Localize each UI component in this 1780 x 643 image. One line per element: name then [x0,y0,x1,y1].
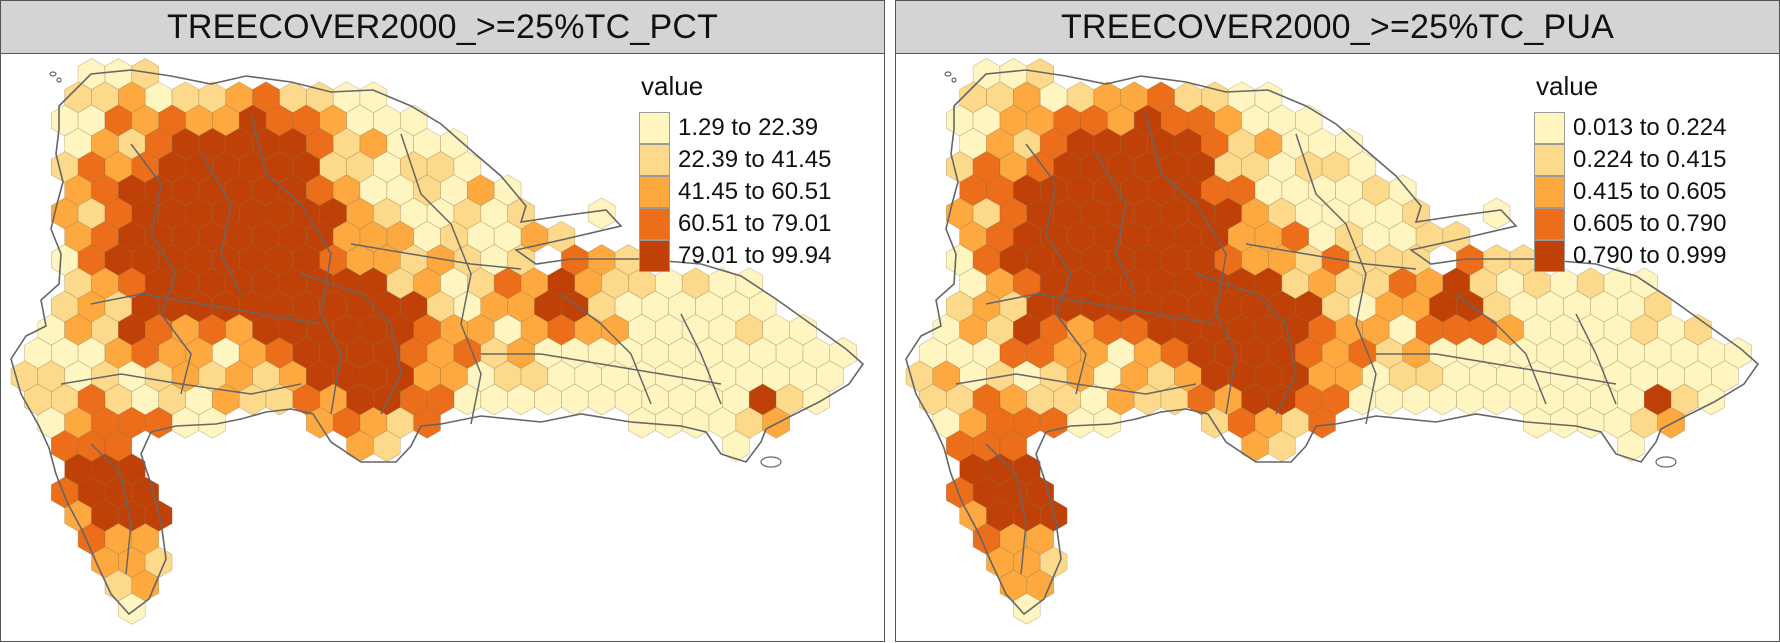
hex-cell [198,406,227,439]
legend-row: 41.45 to 60.51 [639,176,831,208]
legend-row: 0.790 to 0.999 [1534,240,1726,272]
legend-swatch [639,208,670,240]
islet [49,71,57,77]
province-boundary [60,373,302,395]
legend-label: 0.415 to 0.605 [1573,178,1727,205]
legend-row: 0.415 to 0.605 [1534,176,1726,208]
province-boundaries [10,69,865,616]
hex-cell [762,406,790,439]
hex-cell [413,406,441,439]
hex-cell [1093,406,1122,439]
legend-swatch [1534,112,1565,144]
legend-row: 0.224 to 0.415 [1534,144,1726,176]
legend-label: 0.013 to 0.224 [1573,114,1727,141]
province-boundary [1025,143,1087,395]
province-boundary [680,313,722,405]
province-boundary [1195,273,1297,415]
province-boundaries [905,69,1760,616]
legend-label: 0.790 to 0.999 [1573,242,1727,269]
legend-swatch [1534,176,1565,208]
province-boundary [985,443,1027,575]
province-boundary [1245,243,1417,270]
legend-swatch [639,176,670,208]
legend-label: 0.605 to 0.790 [1573,210,1727,237]
hex-cell [1482,197,1511,230]
province-boundary [300,273,402,415]
coastline [10,69,865,616]
legend-row: 60.51 to 79.01 [639,208,831,240]
province-boundary [200,153,242,295]
legend-title: value [1536,71,1599,101]
legend-row: 0.013 to 0.224 [1534,112,1726,144]
legend-row: 79.01 to 99.94 [639,240,831,272]
legend-swatch [1534,144,1565,176]
province-boundary [560,293,652,405]
province-boundary [1376,353,1617,385]
islet [1655,456,1677,468]
coastline [905,69,1760,616]
legend-row: 0.605 to 0.790 [1534,208,1726,240]
legend-row: 1.29 to 22.39 [639,112,831,144]
province-boundary [985,293,1217,325]
legend-pct: value 1.29 to 22.39 22.39 to 41.45 41.45… [639,71,831,272]
islet [944,71,952,77]
province-boundary [1295,133,1377,425]
islet [951,77,957,83]
islet [56,77,62,83]
legend-label: 22.39 to 41.45 [678,146,832,173]
province-boundary [1575,313,1617,405]
legend-label: 0.224 to 0.415 [1573,146,1727,173]
hex-cell [1308,406,1336,439]
legend-swatch [639,240,670,272]
province-boundary [90,443,132,575]
legend-title: value [641,71,704,101]
legend-label: 60.51 to 79.01 [678,210,832,237]
province-boundary [90,293,322,325]
legend-row: 22.39 to 41.45 [639,144,831,176]
province-boundary [1145,113,1237,415]
map-panel-pua: TREECOVER2000_>=25%TC_PUA value 0.013 to… [895,0,1780,642]
legend-label: 1.29 to 22.39 [678,114,819,141]
legend-swatch [639,144,670,176]
province-boundary [350,243,522,270]
hex-cell [1013,592,1041,625]
province-boundary [400,133,482,425]
hex-map-pua [905,58,1760,625]
province-boundary [481,353,722,385]
hex-cell [587,197,616,230]
hex-cell [1268,430,1296,462]
legend-label: 41.45 to 60.51 [678,178,832,205]
legend-swatch [639,112,670,144]
hex-cell [1657,406,1685,439]
panel-title-pua: TREECOVER2000_>=25%TC_PUA [896,1,1779,54]
legend-swatch [1534,240,1565,272]
map-panel-pct: TREECOVER2000_>=25%TC_PCT value 1.29 to … [0,0,885,642]
province-boundary [250,113,342,415]
province-boundary [1095,153,1137,295]
legend-pua: value 0.013 to 0.224 0.224 to 0.415 0.41… [1534,71,1726,272]
province-boundary [955,373,1197,395]
panel-title-pct: TREECOVER2000_>=25%TC_PCT [1,1,884,54]
hex-cell [373,430,401,462]
islet [760,456,782,468]
legend-swatch [1534,208,1565,240]
province-boundary [130,143,192,395]
hex-map-pct [10,58,865,625]
province-boundary [1455,293,1547,405]
hex-cell [118,592,146,625]
legend-label: 79.01 to 99.94 [678,242,832,269]
